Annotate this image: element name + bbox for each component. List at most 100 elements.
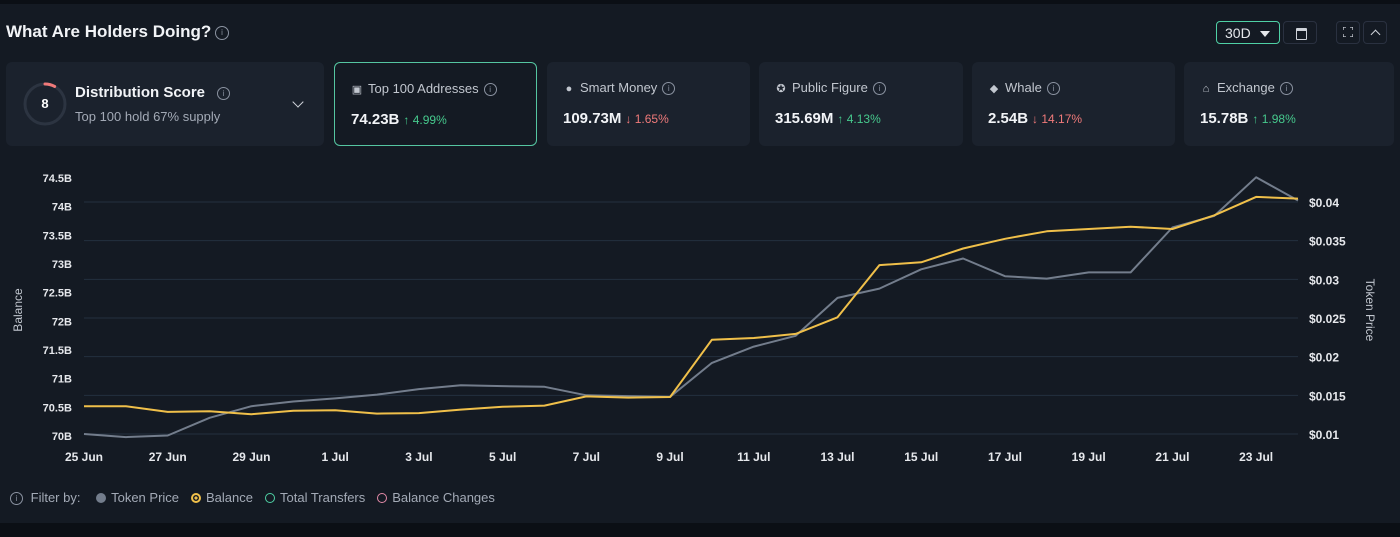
y-tick-label: 70B	[52, 431, 72, 443]
category-label: ● Smart Money i	[563, 80, 676, 96]
y-tick-label: 72B	[52, 316, 72, 328]
legend-item-balance[interactable]: Balance	[191, 490, 253, 505]
legend-label: Total Transfers	[280, 490, 366, 505]
y2-tick-label: $0.03	[1309, 273, 1339, 287]
category-value-text: 315.69M	[775, 110, 834, 127]
x-tick-label: 21 Jul	[1155, 450, 1189, 464]
category-value: 109.73M ↓ 1.65%	[563, 110, 669, 127]
legend-dot-icon	[96, 493, 107, 503]
legend-dot-icon	[265, 493, 275, 503]
fullscreen-button[interactable]	[1336, 21, 1360, 44]
distribution-title-text: Distribution Score	[75, 84, 206, 101]
legend-item-balance-changes[interactable]: Balance Changes	[377, 490, 495, 505]
category-value-text: 15.78B	[1200, 110, 1249, 127]
category-label-text: Public Figure	[792, 80, 868, 95]
y-tick-label: 74B	[52, 202, 72, 214]
info-icon[interactable]: i	[1046, 82, 1060, 96]
range-dropdown[interactable]: 30D	[1216, 21, 1280, 44]
panel-title: What Are Holders Doing? i	[6, 22, 229, 42]
category-label: ⌂ Exchange i	[1200, 80, 1293, 96]
collapse-button[interactable]	[1363, 21, 1387, 44]
calendar-button[interactable]	[1283, 21, 1317, 44]
category-value-text: 109.73M	[563, 110, 622, 127]
y2-axis-title: Token Price	[1363, 279, 1377, 342]
y-tick-label: 72.5B	[43, 288, 72, 300]
token-price-line	[83, 176, 1299, 439]
category-card-public-figure[interactable]: ✪ Public Figure i 315.69M ↑ 4.13%	[759, 62, 963, 146]
x-tick-label: 1 Jul	[321, 450, 348, 464]
x-tick-label: 5 Jul	[489, 450, 516, 464]
category-value-text: 2.54B	[988, 110, 1029, 127]
info-icon: i	[10, 492, 23, 506]
y2-tick-label: $0.015	[1309, 389, 1346, 403]
category-label-text: Top 100 Addresses	[368, 81, 479, 96]
x-tick-label: 23 Jul	[1239, 450, 1273, 464]
category-value: 15.78B ↑ 1.98%	[1200, 110, 1296, 127]
category-card-top-100-addresses[interactable]: ▣ Top 100 Addresses i 74.23B ↑ 4.99%	[334, 62, 537, 146]
category-card-whale[interactable]: ◆ Whale i 2.54B ↓ 14.17%	[972, 62, 1175, 146]
score-value: 8	[41, 96, 49, 111]
distribution-score-card[interactable]: 8 Distribution Score i Top 100 hold 67% …	[6, 62, 324, 146]
smart-money-icon: ●	[565, 83, 573, 95]
info-icon[interactable]: i	[483, 83, 497, 97]
category-change: ↓ 1.65%	[625, 112, 669, 126]
category-change: ↑ 1.98%	[1252, 112, 1296, 126]
caret-down-icon	[1260, 31, 1270, 37]
category-value: 2.54B ↓ 14.17%	[988, 110, 1082, 127]
top-border	[0, 0, 1400, 4]
category-value: 74.23B ↑ 4.99%	[351, 111, 447, 128]
category-label: ◆ Whale i	[988, 80, 1060, 96]
holders-chart: $0.01 $0.015 $0.02 $0.025 $0.03 $0.035 $0.04 70…	[11, 173, 1377, 464]
category-label: ✪ Public Figure i	[775, 80, 886, 96]
y-tick-label: 71B	[52, 374, 72, 386]
panel-title-text: What Are Holders Doing?	[6, 22, 212, 41]
info-icon[interactable]: i	[217, 86, 231, 100]
category-value-text: 74.23B	[351, 111, 400, 128]
y-tick-label: 74.5B	[43, 173, 72, 185]
x-tick-label: 15 Jul	[904, 450, 938, 464]
info-icon[interactable]: i	[872, 82, 886, 96]
x-tick-label: 11 Jul	[737, 450, 770, 464]
y2-tick-label: $0.02	[1309, 351, 1339, 365]
calendar-icon	[1296, 28, 1307, 40]
info-icon[interactable]: i	[662, 82, 676, 96]
wallet-icon: ▣	[351, 84, 363, 96]
category-change: ↑ 4.99%	[403, 113, 447, 127]
category-change: ↑ 4.13%	[837, 112, 881, 126]
distribution-subtitle: Top 100 hold 67% supply	[75, 109, 221, 124]
chart-legend: i Filter by: Token Price Balance Total Tra…	[10, 490, 495, 506]
y-axis-title: Balance	[11, 288, 25, 332]
category-change: ↓ 14.17%	[1032, 112, 1083, 126]
legend-label: Balance Changes	[392, 490, 495, 505]
legend-label: Balance	[206, 490, 253, 505]
info-icon[interactable]: i	[1279, 82, 1293, 96]
exchange-icon: ⌂	[1202, 83, 1210, 95]
x-tick-label: 27 Jun	[149, 450, 187, 464]
fullscreen-icon	[1343, 27, 1353, 37]
legend-dot-icon	[191, 493, 202, 503]
legend-item-token-price[interactable]: Token Price	[96, 490, 179, 505]
x-tick-label: 9 Jul	[656, 450, 683, 464]
category-label-text: Smart Money	[580, 80, 658, 95]
category-card-exchange[interactable]: ⌂ Exchange i 15.78B ↑ 1.98%	[1184, 62, 1394, 146]
y-tick-label: 73B	[52, 259, 72, 271]
x-tick-label: 25 Jun	[65, 450, 103, 464]
category-card-smart-money[interactable]: ● Smart Money i 109.73M ↓ 1.65%	[547, 62, 750, 146]
category-value: 315.69M ↑ 4.13%	[775, 110, 881, 127]
balance-line	[84, 195, 1299, 416]
y2-tick-label: $0.01	[1309, 428, 1339, 442]
chevron-down-icon[interactable]	[292, 96, 304, 108]
score-gauge	[23, 82, 67, 126]
distribution-title: Distribution Score i	[75, 84, 231, 101]
filter-label: Filter by:	[30, 490, 81, 505]
y2-tick-label: $0.04	[1309, 196, 1339, 210]
legend-item-total-transfers[interactable]: Total Transfers	[265, 490, 365, 505]
x-tick-label: 17 Jul	[988, 450, 1022, 464]
legend-label: Token Price	[111, 490, 180, 505]
bottom-border	[0, 523, 1400, 537]
y2-tick-label: $0.025	[1309, 312, 1346, 326]
whale-icon: ◆	[989, 83, 999, 95]
info-icon[interactable]: i	[215, 26, 229, 40]
x-tick-label: 3 Jul	[405, 450, 432, 464]
y-tick-label: 73.5B	[43, 230, 72, 242]
